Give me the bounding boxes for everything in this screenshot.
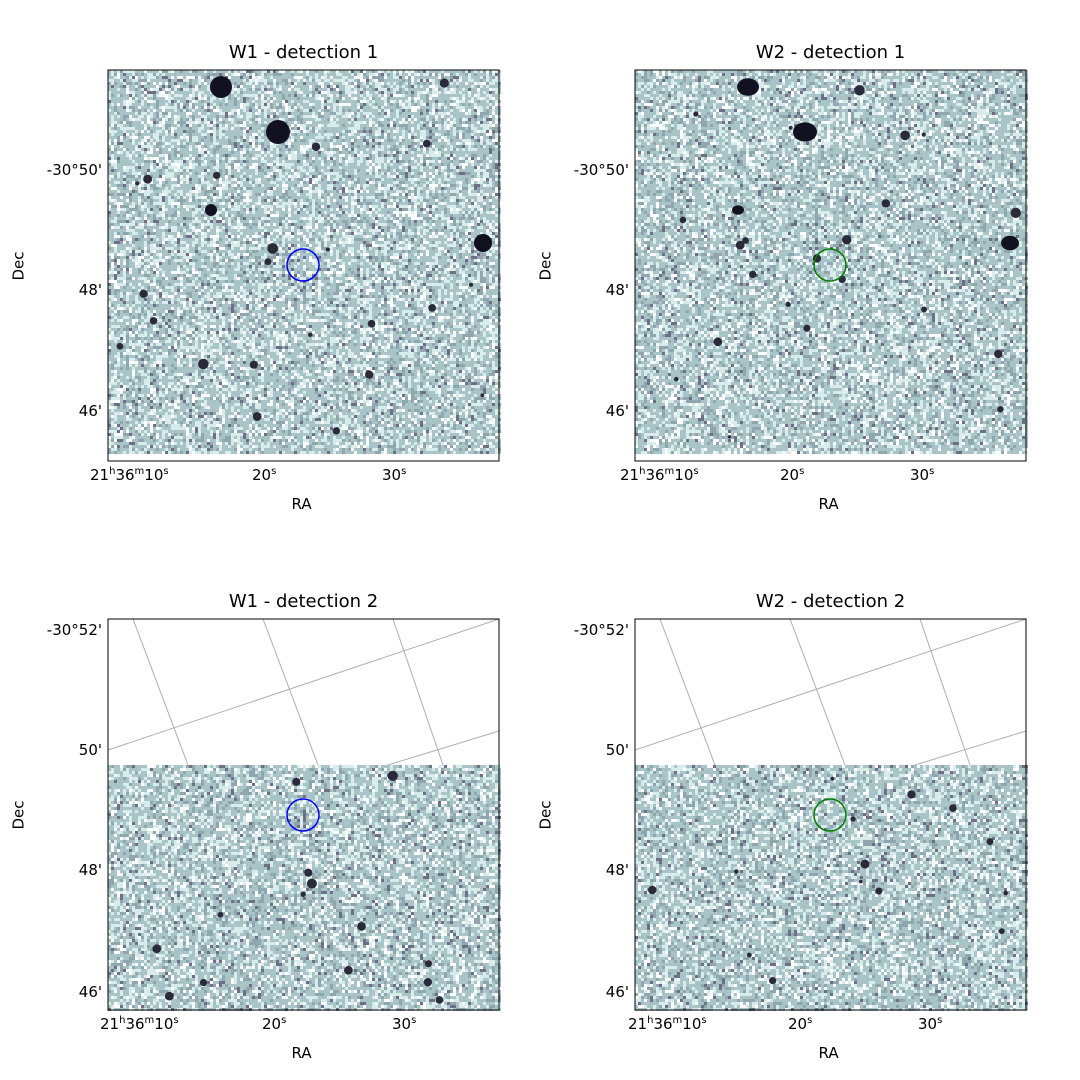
x-axis-label: RA: [819, 1044, 839, 1062]
sky-source: [907, 790, 916, 799]
sky-source: [746, 952, 752, 958]
sky-source: [252, 411, 262, 421]
sky-source: [307, 332, 313, 338]
grid-line: [789, 618, 846, 766]
sky-source: [139, 289, 148, 299]
sky-source: [311, 142, 321, 151]
sky-source: [428, 304, 436, 312]
sky-source: [325, 247, 331, 252]
y-tick-label: -30°52': [574, 621, 629, 639]
sky-source: [860, 859, 870, 869]
sky-source: [149, 317, 158, 325]
x-tick-label: 20s: [788, 1015, 812, 1033]
sky-source: [422, 139, 431, 148]
y-tick-label: 50': [606, 741, 629, 759]
sky-source: [769, 977, 777, 985]
y-tick-label: 46': [606, 983, 629, 1001]
y-axis-label: Dec: [537, 800, 555, 829]
sky-source: [875, 887, 883, 895]
sky-source: [998, 928, 1005, 935]
sky-source: [1003, 890, 1008, 896]
panel-title: W1 - detection 1: [229, 42, 378, 63]
grid-line: [914, 730, 1027, 766]
grid-line: [659, 618, 716, 766]
sky-source: [859, 879, 863, 884]
sky-source: [439, 78, 449, 88]
sky-source: [212, 171, 221, 180]
coordinate-grid: [634, 618, 1027, 766]
bright-source: [266, 120, 290, 144]
sky-source: [733, 869, 739, 874]
sky-source: [198, 358, 209, 370]
sky-source: [135, 181, 140, 186]
y-tick-label: 48': [606, 861, 629, 879]
sky-source: [365, 370, 374, 379]
sky-source: [648, 885, 657, 895]
sky-source: [468, 282, 474, 287]
bright-source: [210, 76, 232, 98]
sky-source: [332, 427, 341, 435]
x-tick-label: 30s: [918, 1015, 942, 1033]
sky-source: [850, 816, 856, 822]
sky-source: [264, 258, 272, 266]
grid-line: [919, 618, 971, 766]
sky-source: [986, 838, 994, 846]
x-tick-label: 21h36m10s: [628, 1015, 707, 1033]
sky-sources: [116, 76, 492, 435]
grid-line: [634, 618, 1027, 751]
sky-source: [267, 243, 279, 254]
sky-source: [116, 342, 124, 350]
bright-source: [474, 234, 492, 252]
sky-source: [949, 804, 957, 812]
sky-source: [143, 174, 153, 184]
sky-source: [830, 776, 835, 781]
sky-image-noise: [635, 765, 1028, 1011]
sky-source: [480, 393, 485, 398]
sky-source: [249, 360, 258, 369]
sky-source: [367, 319, 376, 328]
